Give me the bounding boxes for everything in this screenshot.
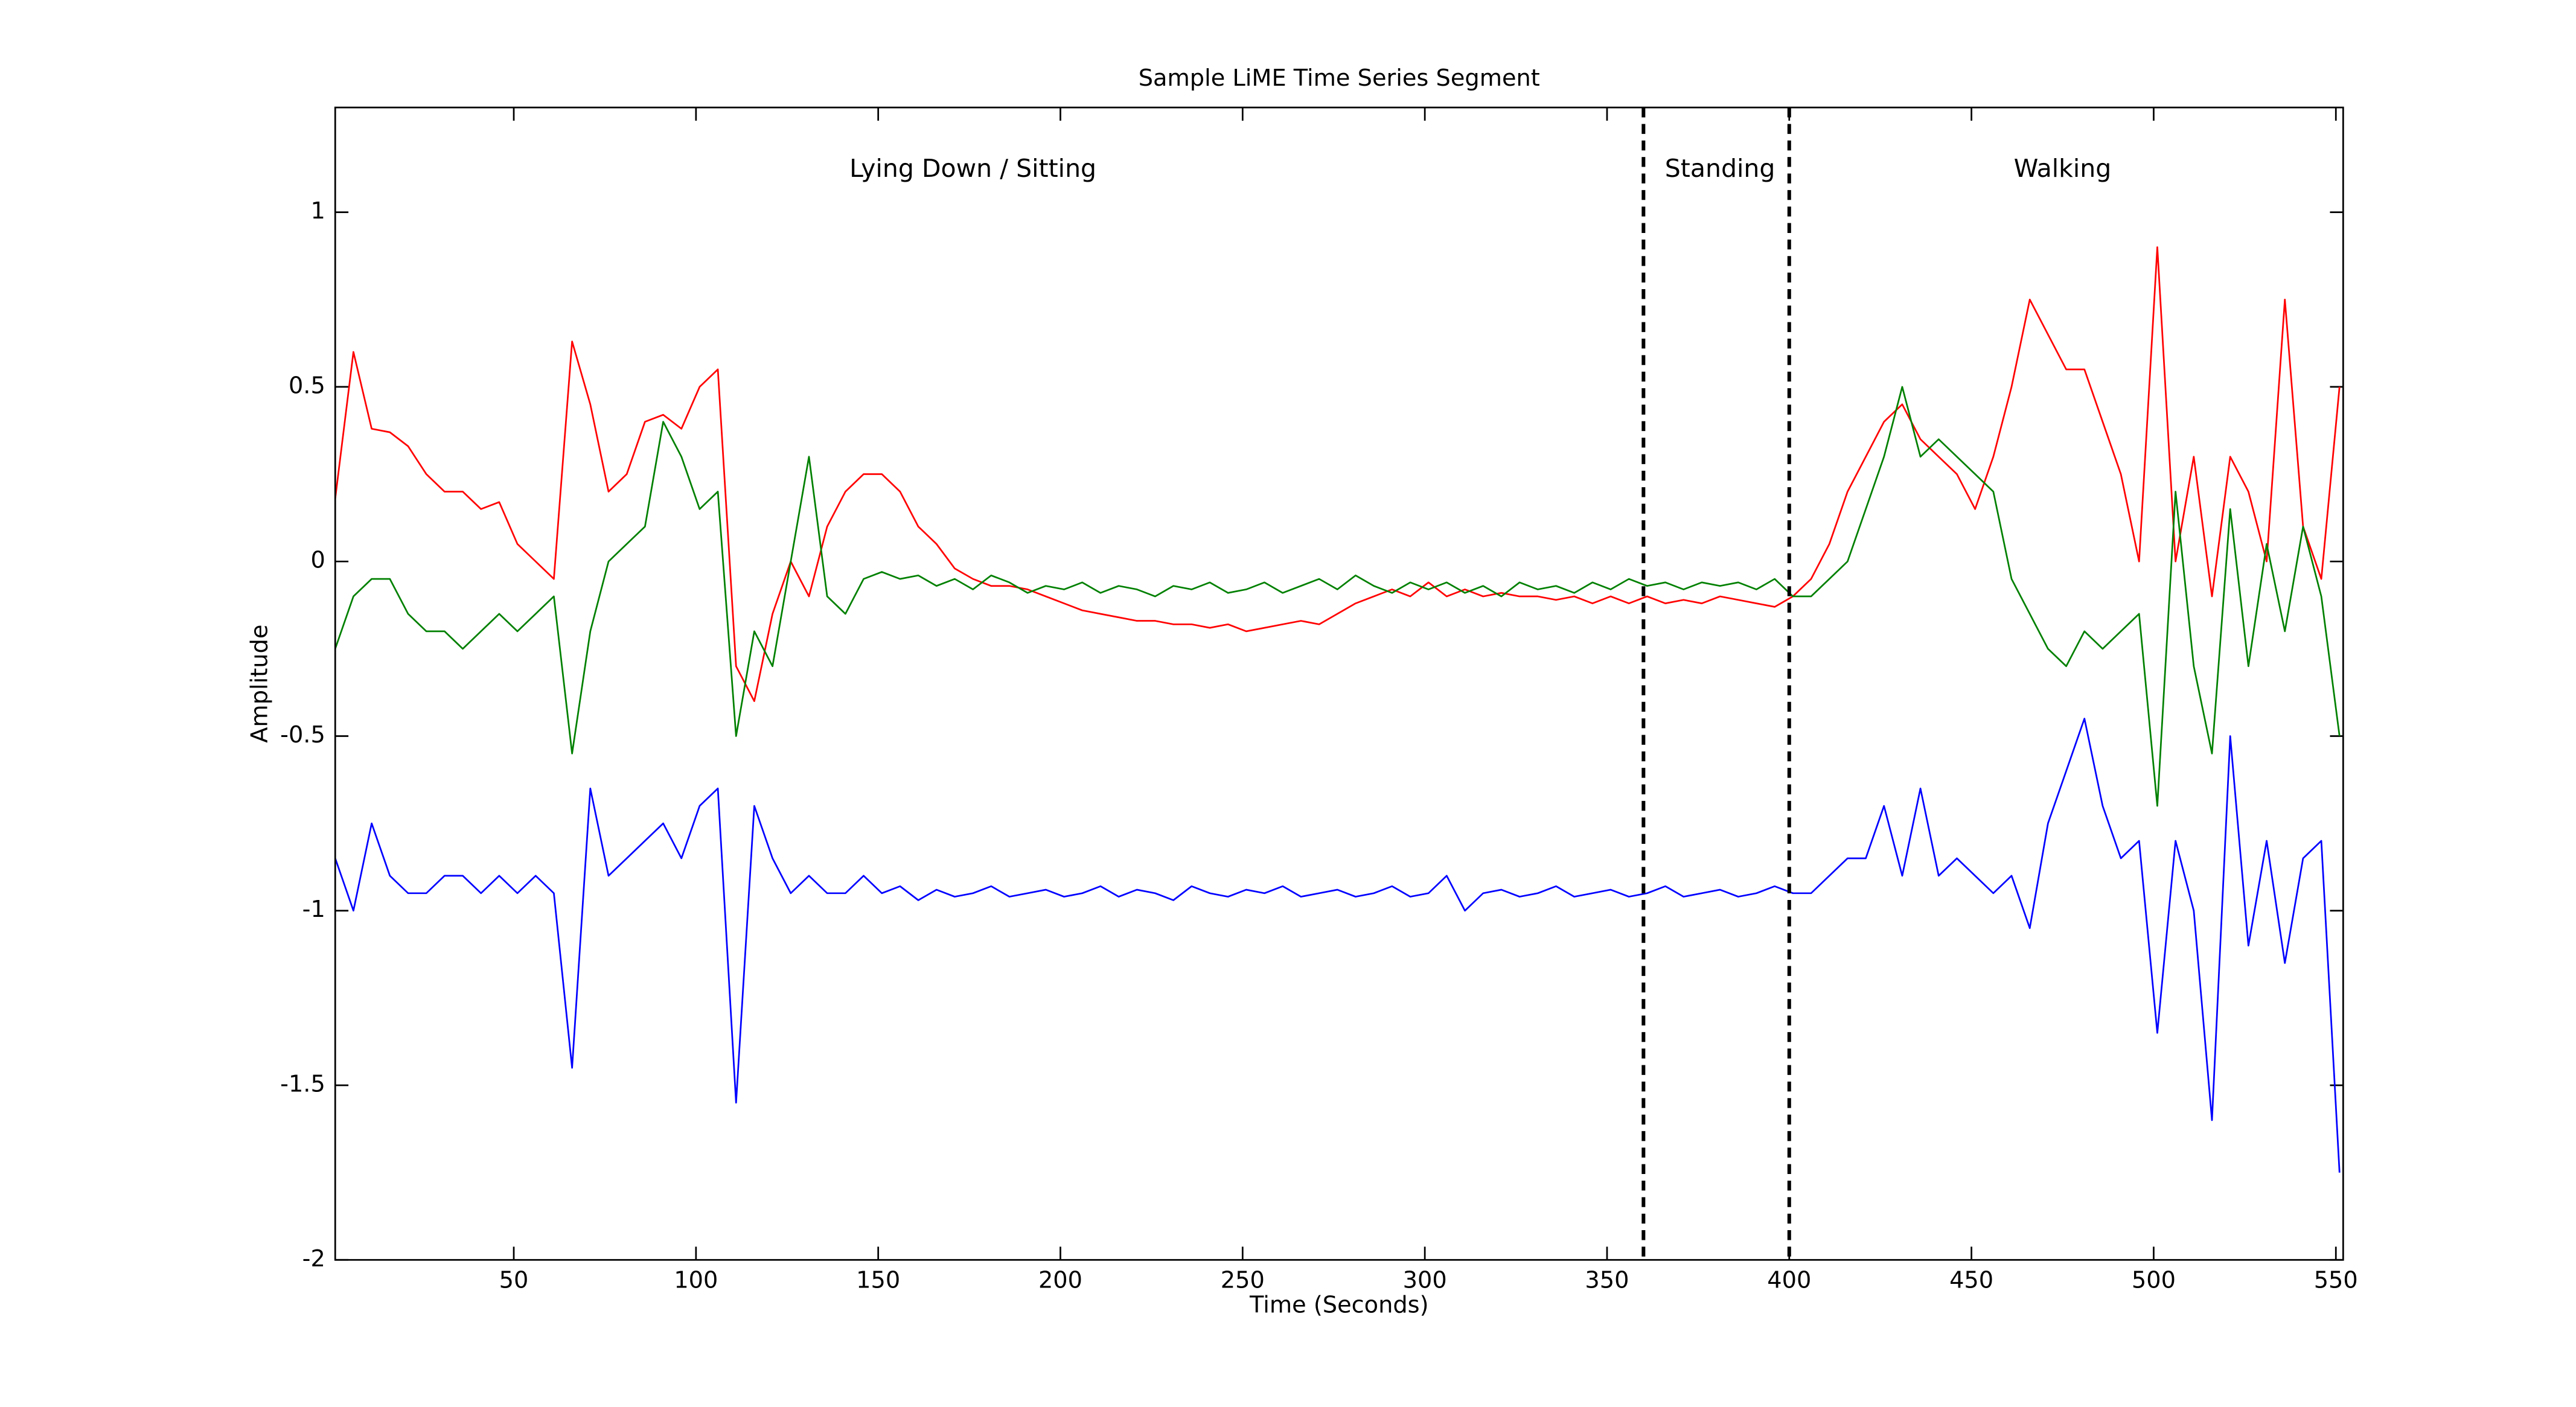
x-tick-label: 150 <box>856 1266 900 1294</box>
series-line <box>334 386 2341 807</box>
x-tick-label: 550 <box>2314 1266 2358 1294</box>
y-axis-label: Amplitude <box>246 625 273 743</box>
y-tick-label: 0.5 <box>289 372 325 399</box>
y-tick-label: 1 <box>310 197 325 225</box>
x-tick-label: 350 <box>1585 1266 1629 1294</box>
y-tick-label: -2 <box>302 1245 325 1272</box>
x-tick-label: 50 <box>499 1266 529 1294</box>
y-tick-label: -1.5 <box>280 1071 325 1098</box>
y-tick-label: -0.5 <box>280 721 325 748</box>
annotation: Standing <box>1665 154 1775 183</box>
x-tick-label: 200 <box>1038 1266 1082 1294</box>
x-axis-label: Time (Seconds) <box>1249 1291 1429 1318</box>
x-tick-label: 500 <box>2132 1266 2176 1294</box>
x-tick-label: 450 <box>1949 1266 1993 1294</box>
annotation: Walking <box>2014 154 2112 183</box>
x-tick-label: 100 <box>674 1266 718 1294</box>
y-tick-label: 0 <box>310 547 325 574</box>
plot-frame <box>334 106 2344 1261</box>
x-tick-label: 250 <box>1221 1266 1265 1294</box>
y-tick-label: -1 <box>302 896 325 923</box>
x-tick-label: 400 <box>1767 1266 1811 1294</box>
series-line <box>334 718 2341 1173</box>
series-line <box>334 246 2341 702</box>
annotation: Lying Down / Sitting <box>849 154 1096 183</box>
x-tick-label: 300 <box>1403 1266 1447 1294</box>
chart-title: Sample LiME Time Series Segment <box>1139 65 1540 92</box>
